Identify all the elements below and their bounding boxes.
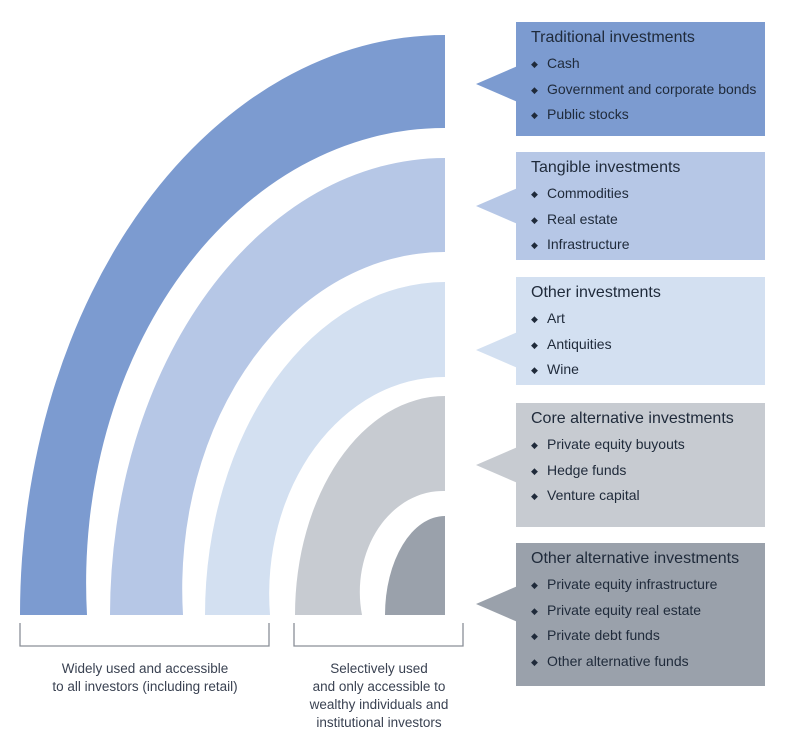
list-item: ◆ Other alternative funds [531, 649, 765, 675]
arc-core-alternative [295, 396, 445, 615]
item-list: ◆ Commodities ◆ Real estate ◆ Infrastructur… [531, 181, 765, 258]
item-list: ◆ Cash ◆ Government and corporate bonds ◆ P… [531, 51, 765, 128]
item-list: ◆ Private equity infrastructure ◆ Private … [531, 572, 765, 674]
list-item: ◆ Private equity buyouts [531, 432, 765, 458]
item-label: Wine [547, 361, 579, 377]
bullet-diamond-icon: ◆ [531, 580, 538, 590]
bullet-diamond-icon: ◆ [531, 605, 538, 616]
list-item: ◆ Real estate [531, 207, 765, 233]
list-item: ◆ Private equity infrastructure [531, 572, 765, 598]
bullet-diamond-icon: ◆ [531, 491, 538, 501]
list-item: ◆ Art [531, 306, 765, 332]
bullet-diamond-icon: ◆ [531, 365, 538, 375]
box-title: Other investments [531, 284, 661, 301]
box-other-alternative-investments: Other alternative investments ◆ Private e… [516, 543, 765, 686]
bullet-diamond-icon: ◆ [531, 631, 538, 641]
item-label: Venture capital [547, 487, 640, 503]
bracket-selectively-used [293, 623, 464, 647]
item-label: Private debt funds [547, 627, 660, 643]
item-label: Infrastructure [547, 236, 630, 252]
box-other-investments: Other investments ◆ Art ◆ Antiquities ◆ Win… [516, 277, 765, 385]
pointer-other [476, 331, 520, 369]
arc-other [205, 282, 445, 615]
item-label: Hedge funds [547, 461, 627, 478]
bullet-diamond-icon: ◆ [531, 214, 538, 225]
caption-selectively-used: Selectively used and only accessible to … [309, 661, 449, 730]
list-item: ◆ Infrastructure [531, 232, 765, 258]
box-title: Traditional investments [531, 29, 695, 46]
item-list: ◆ Art ◆ Antiquities ◆ Wine [531, 306, 765, 383]
list-item: ◆ Government and corporate bonds [531, 77, 765, 103]
item-label: Private equity infrastructure [547, 576, 718, 592]
arc-tangible [110, 158, 445, 615]
list-item: ◆ Antiquities [531, 332, 765, 358]
item-label: Real estate [547, 210, 618, 227]
item-label: Public stocks [547, 106, 629, 122]
list-item: ◆ Venture capital [531, 483, 765, 509]
caption-widely-used: Widely used and accessible to all invest… [52, 661, 238, 694]
bullet-diamond-icon: ◆ [531, 465, 538, 476]
bullet-diamond-icon: ◆ [531, 189, 538, 199]
item-label: Antiquities [547, 335, 612, 352]
box-core-alternative-investments: Core alternative investments ◆ Private eq… [516, 403, 765, 527]
item-label: Other alternative funds [547, 652, 689, 669]
pointer-tangible [476, 187, 520, 225]
list-item: ◆ Commodities [531, 181, 765, 207]
box-title: Other alternative investments [531, 550, 740, 567]
bullet-diamond-icon: ◆ [531, 339, 538, 350]
item-label: Commodities [547, 185, 629, 201]
bullet-diamond-icon: ◆ [531, 110, 538, 120]
bullet-diamond-icon: ◆ [531, 314, 538, 324]
pointer-other-alternative [476, 585, 520, 623]
arc-traditional [20, 35, 445, 615]
box-title: Tangible investments [531, 159, 681, 176]
bullet-diamond-icon: ◆ [531, 59, 538, 69]
box-traditional-investments: Traditional investments ◆ Cash ◆ Governmen… [516, 22, 765, 136]
bullet-diamond-icon: ◆ [531, 440, 538, 450]
item-label: Cash [547, 55, 580, 71]
item-label: Private equity buyouts [547, 436, 685, 452]
bullet-diamond-icon: ◆ [531, 240, 538, 250]
list-item: ◆ Cash [531, 51, 765, 77]
item-label: Government and corporate bonds [547, 80, 757, 97]
list-item: ◆ Wine [531, 357, 765, 383]
pointer-core-alternative [476, 446, 520, 484]
bullet-diamond-icon: ◆ [531, 84, 538, 95]
item-label: Art [547, 310, 565, 326]
item-list: ◆ Private equity buyouts ◆ Hedge funds ◆ Ve… [531, 432, 765, 509]
list-item: ◆ Hedge funds [531, 458, 765, 484]
list-item: ◆ Private equity real estate [531, 598, 765, 624]
item-label: Private equity real estate [547, 601, 702, 618]
box-tangible-investments: Tangible investments ◆ Commodities ◆ Real … [516, 152, 765, 260]
list-item: ◆ Private debt funds [531, 623, 765, 649]
box-title: Core alternative investments [531, 410, 734, 427]
bracket-widely-used [19, 623, 270, 647]
arc-other-alternative [385, 516, 445, 615]
list-item: ◆ Public stocks [531, 102, 765, 128]
pointer-traditional [476, 65, 520, 103]
bullet-diamond-icon: ◆ [531, 656, 538, 667]
